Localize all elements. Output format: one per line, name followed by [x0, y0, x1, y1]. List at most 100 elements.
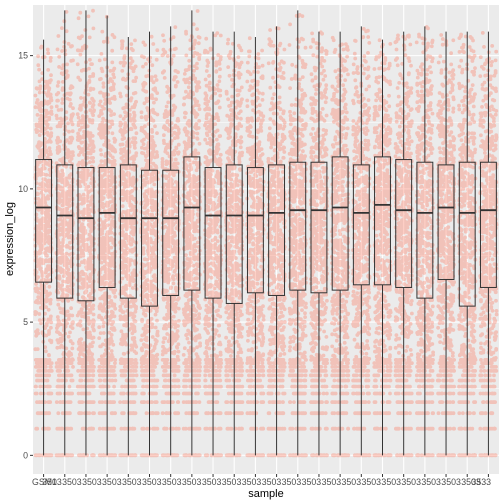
box-iqr	[141, 169, 158, 307]
box-iqr	[183, 156, 201, 291]
jitter-points	[33, 8, 499, 458]
box-iqr	[56, 164, 74, 299]
x-tick-label: 3503	[162, 477, 182, 487]
sample-box	[416, 26, 434, 456]
box-iqr	[416, 161, 434, 299]
sample-points	[160, 25, 181, 458]
sample-points	[33, 44, 54, 458]
sample-box	[331, 31, 349, 456]
sample-points	[372, 38, 393, 458]
box-iqr	[374, 156, 391, 286]
x-tick-label: 3503	[82, 477, 102, 487]
x-tick-label: 3503	[262, 477, 282, 487]
sample-points	[202, 31, 224, 458]
box-iqr	[458, 161, 476, 307]
box-iqr	[35, 159, 53, 283]
y-tick-label: 10	[18, 184, 28, 194]
sample-points	[308, 30, 330, 458]
sample-box	[35, 39, 53, 456]
box-iqr	[204, 167, 222, 299]
box-iqr	[77, 167, 95, 302]
box-iqr	[310, 161, 328, 294]
sample-points	[181, 9, 202, 458]
x-tick-label: 3503	[302, 477, 322, 487]
y-tick-label: 0	[23, 450, 28, 460]
x-tick-label: 3503	[42, 477, 62, 487]
sample-box	[119, 36, 137, 456]
sample-box	[183, 10, 201, 456]
x-tick-label: 3503	[202, 477, 222, 487]
sample-points	[245, 36, 266, 458]
sample-box	[56, 10, 74, 456]
x-tick-label: 3503	[461, 477, 481, 487]
box-iqr	[119, 164, 137, 299]
sample-points	[478, 31, 499, 458]
y-tick-label: 5	[23, 317, 28, 327]
sample-points	[54, 9, 75, 458]
sample-box	[352, 26, 370, 456]
sample-box	[395, 31, 413, 456]
sample-box	[458, 31, 476, 456]
x-tick-label: 3503	[222, 477, 242, 487]
x-tick-label: 3503	[322, 477, 342, 487]
x-tick-label: 3503	[441, 477, 461, 487]
sample-box	[268, 26, 286, 456]
box-iqr	[479, 161, 497, 288]
sample-points	[139, 34, 160, 458]
sample-points	[329, 35, 351, 458]
x-tick-label: 3503	[282, 477, 302, 487]
sample-box	[479, 31, 497, 456]
box-iqr	[246, 167, 264, 294]
box-iqr	[289, 161, 307, 291]
sample-points	[393, 33, 414, 458]
box-iqr	[352, 164, 370, 286]
x-tick-label: 3533	[471, 477, 491, 487]
y-axis: 0 5 10 15	[18, 51, 33, 460]
x-tick-label: 3503	[242, 477, 262, 487]
x-tick-label: 3503	[182, 477, 202, 487]
sample-points	[224, 37, 245, 458]
sample-box	[162, 26, 180, 456]
sample-box	[310, 31, 328, 456]
sample-points	[97, 14, 118, 458]
sample-box	[289, 10, 307, 456]
sample-points	[435, 33, 457, 458]
sample-box	[437, 31, 455, 456]
sample-points	[351, 26, 372, 458]
sample-box	[204, 31, 222, 456]
sample-box	[98, 15, 116, 456]
box-iqr	[331, 156, 349, 291]
box-iqr	[98, 167, 116, 288]
sample-points	[457, 32, 478, 458]
sample-box	[141, 31, 158, 456]
sample-points	[75, 8, 97, 458]
box-iqr	[395, 159, 413, 288]
x-tick-label: 3503	[401, 477, 421, 487]
box-iqr	[437, 164, 455, 280]
sample-points	[287, 12, 308, 458]
x-tick-label: 3503	[122, 477, 142, 487]
y-axis-title: expression_log	[4, 202, 16, 276]
sample-box	[246, 36, 264, 456]
x-axis-title: sample	[248, 488, 283, 500]
sample-points	[414, 25, 435, 458]
x-tick-label: 3503	[342, 477, 362, 487]
x-tick-label: 3503	[102, 477, 122, 487]
x-tick-label: 3503	[142, 477, 162, 487]
x-tick-label: 3503	[421, 477, 441, 487]
x-tick-label: GSM1	[32, 477, 57, 487]
panel-background	[33, 5, 499, 474]
x-tick-label: 3503	[361, 477, 381, 487]
sample-points	[118, 38, 139, 458]
sample-points	[266, 26, 287, 458]
x-tick-label: 3503	[62, 477, 82, 487]
sample-box	[374, 39, 391, 456]
box-iqr	[225, 164, 243, 304]
x-tick-label: 3503	[381, 477, 401, 487]
box-iqr	[268, 164, 286, 296]
y-tick-label: 15	[18, 51, 28, 61]
boxes	[35, 10, 497, 456]
sample-box	[225, 31, 243, 456]
